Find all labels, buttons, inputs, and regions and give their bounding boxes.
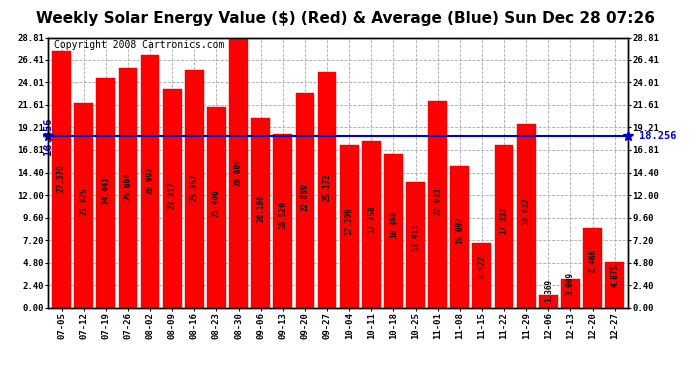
Text: 25.357: 25.357 [190, 173, 199, 201]
Bar [251, 118, 270, 308]
Text: 16.368: 16.368 [389, 211, 398, 238]
Text: 1.369: 1.369 [544, 279, 553, 302]
Text: 19.632: 19.632 [522, 197, 531, 225]
Bar [495, 145, 513, 308]
Bar [163, 89, 181, 308]
Text: 23.317: 23.317 [168, 182, 177, 209]
Text: 17.758: 17.758 [367, 205, 376, 232]
Bar [185, 70, 204, 308]
Text: 21.406: 21.406 [212, 189, 221, 217]
Bar [583, 228, 602, 308]
Text: 22.889: 22.889 [300, 183, 309, 211]
Bar [605, 262, 624, 308]
Text: 17.309: 17.309 [345, 207, 354, 234]
Bar [52, 51, 71, 308]
Bar [317, 72, 337, 308]
Bar [362, 141, 381, 308]
Text: 27.370: 27.370 [57, 164, 66, 192]
Bar [229, 38, 248, 308]
Text: 6.922: 6.922 [477, 255, 486, 278]
Text: 25.172: 25.172 [322, 174, 331, 201]
Text: 17.332: 17.332 [500, 207, 509, 234]
Text: 13.411: 13.411 [411, 223, 420, 251]
Bar [295, 93, 315, 308]
Text: Weekly Solar Energy Value ($) (Red) & Average (Blue) Sun Dec 28 07:26: Weekly Solar Energy Value ($) (Red) & Av… [35, 11, 655, 26]
Text: 18.520: 18.520 [278, 202, 287, 229]
Text: 25.604: 25.604 [124, 172, 132, 200]
Bar [539, 295, 558, 307]
Bar [384, 154, 403, 308]
Text: 21.825: 21.825 [79, 188, 88, 216]
Bar [97, 78, 115, 308]
Text: 26.992: 26.992 [146, 166, 155, 194]
Bar [561, 279, 580, 308]
Text: Copyright 2008 Cartronics.com: Copyright 2008 Cartronics.com [54, 40, 224, 50]
Bar [207, 107, 226, 307]
Bar [428, 101, 447, 308]
Bar [406, 182, 425, 308]
Text: 24.441: 24.441 [101, 177, 110, 204]
Bar [119, 68, 137, 308]
Bar [141, 54, 159, 307]
Text: 15.092: 15.092 [455, 216, 464, 244]
Text: 18.256: 18.256 [640, 131, 677, 141]
Bar [451, 166, 469, 308]
Text: 18.256: 18.256 [43, 118, 52, 155]
Text: 4.875: 4.875 [610, 264, 619, 287]
Text: 3.009: 3.009 [566, 272, 575, 295]
Text: 8.466: 8.466 [588, 249, 597, 272]
Bar [75, 103, 93, 308]
Text: 20.186: 20.186 [256, 195, 265, 222]
Bar [517, 123, 535, 308]
Text: 22.033: 22.033 [433, 187, 442, 214]
Bar [339, 145, 359, 308]
Bar [473, 243, 491, 308]
Text: 28.809: 28.809 [234, 158, 243, 186]
Bar [273, 134, 292, 308]
